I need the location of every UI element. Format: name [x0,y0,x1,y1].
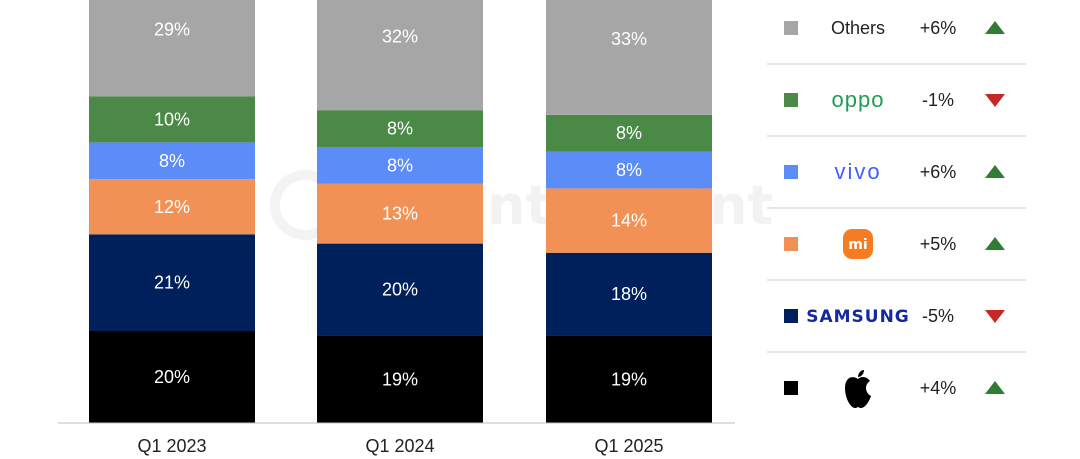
legend-label-others: Others [831,18,885,38]
data-label-oppo-q1-2023: 10% [154,109,190,129]
data-label-xiaomi-q1-2025: 14% [611,211,647,231]
data-label-apple-q1-2024: 19% [382,369,418,389]
trend-up-icon [985,165,1005,178]
data-label-others-q1-2025: 33% [611,29,647,49]
xiaomi-logo-text: mi [848,237,867,253]
data-label-apple-q1-2025: 19% [611,369,647,389]
bar-apple-q1-2025 [546,335,712,423]
xiaomi-logo-icon: mi [843,229,873,259]
data-label-xiaomi-q1-2024: 13% [382,204,418,224]
samsung-logo-icon: SAMSUNG [806,307,910,327]
oppo-logo-icon: oppo [832,87,885,112]
legend-swatch-vivo [784,165,798,179]
category-label-q1-2023: Q1 2023 [137,436,206,456]
bar-xiaomi-q1-2023 [89,179,255,235]
vivo-logo-icon: vivo [834,159,881,184]
data-label-oppo-q1-2024: 8% [387,119,413,139]
legend-change-samsung: -5% [922,306,954,326]
data-label-vivo-q1-2024: 8% [387,155,413,175]
bar-apple-q1-2023 [89,331,255,423]
apple-logo-body [845,377,871,408]
bars-group: 20% 21% 12% 8% 10% 29% 19% 20% 13% 8% 8% 32% 19% 18% 1… [89,0,712,423]
legend-swatch-xiaomi [784,237,798,251]
bar-xiaomi-q1-2025 [546,188,712,253]
category-label-q1-2025: Q1 2025 [594,436,663,456]
data-label-samsung-q1-2023: 21% [154,273,190,293]
legend: Others +6% oppo -1% vivo +6% mi +5% SAMSUNG -5% +4… [767,18,1026,408]
data-label-oppo-q1-2025: 8% [616,123,642,143]
trend-up-icon [985,21,1005,34]
legend-swatch-oppo [784,93,798,107]
legend-change-xiaomi: +5% [920,234,957,254]
bar-others-q1-2023 [89,0,255,97]
trend-down-icon [985,310,1005,323]
data-label-vivo-q1-2023: 8% [159,151,185,171]
xiaomi-logo-background [843,229,873,259]
bar-oppo-q1-2024 [317,110,483,147]
bar-vivo-q1-2023 [89,142,255,180]
data-label-apple-q1-2023: 20% [154,367,190,387]
bar-xiaomi-q1-2024 [317,183,483,244]
data-label-others-q1-2023: 29% [154,20,190,40]
trend-up-icon [985,381,1005,394]
category-labels: Q1 2023 Q1 2024 Q1 2025 [137,436,663,456]
bar-others-q1-2025 [546,0,712,115]
data-label-xiaomi-q1-2023: 12% [154,197,190,217]
bar-samsung-q1-2023 [89,234,255,331]
legend-swatch-samsung [784,309,798,323]
apple-logo-icon [845,370,871,408]
bar-samsung-q1-2024 [317,243,483,336]
bar-others-q1-2024 [317,0,483,111]
data-label-samsung-q1-2024: 20% [382,280,418,300]
data-label-others-q1-2024: 32% [382,27,418,47]
trend-up-icon [985,237,1005,250]
bar-oppo-q1-2025 [546,114,712,152]
bar-samsung-q1-2025 [546,252,712,336]
apple-logo-leaf [858,370,864,377]
legend-swatch-others [784,21,798,35]
data-label-samsung-q1-2025: 18% [611,284,647,304]
legend-change-vivo: +6% [920,162,957,182]
legend-swatch-apple [784,381,798,395]
legend-change-others: +6% [920,18,957,38]
category-label-q1-2024: Q1 2024 [365,436,434,456]
bar-apple-q1-2024 [317,335,483,423]
legend-change-oppo: -1% [922,90,954,110]
legend-change-apple: +4% [920,378,957,398]
data-label-vivo-q1-2025: 8% [616,160,642,180]
bar-vivo-q1-2025 [546,151,712,189]
bar-vivo-q1-2024 [317,147,483,184]
bar-oppo-q1-2023 [89,96,255,143]
trend-down-icon [985,94,1005,107]
